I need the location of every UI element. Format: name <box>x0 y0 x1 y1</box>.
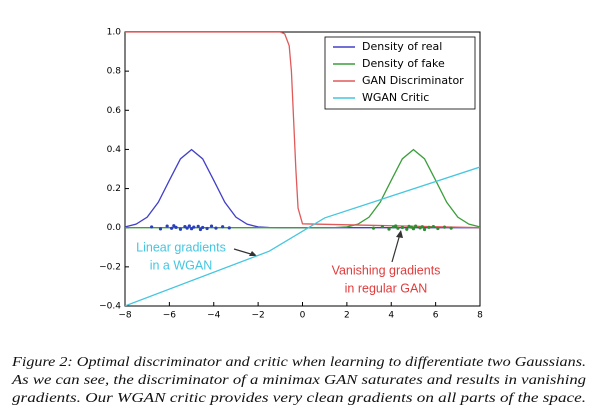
sample-point <box>158 227 163 231</box>
x-tick-label: 0 <box>300 311 306 321</box>
legend-label: GAN Discriminator <box>362 74 464 87</box>
annotation: in a WGAN <box>150 258 213 272</box>
sample-point <box>183 224 187 229</box>
sample-point <box>189 227 194 231</box>
x-tick-label: −2 <box>251 311 264 321</box>
x-tick-label: 8 <box>477 311 483 321</box>
annotation: Vanishing gradients <box>332 263 441 277</box>
legend-box <box>324 36 476 110</box>
sample-point <box>396 226 400 230</box>
sample-point <box>201 225 205 230</box>
sample-point <box>409 225 413 229</box>
caption-line: gradients. Our WGAN critic provides very… <box>12 390 586 405</box>
sample-point <box>422 227 427 232</box>
y-tick-label: 1.0 <box>107 28 122 38</box>
sample-point <box>400 225 404 230</box>
sample-point <box>387 227 391 231</box>
series-line <box>125 166 480 306</box>
annotation-arrows <box>233 230 403 263</box>
x-tick-label: 2 <box>344 311 350 321</box>
sample-point <box>172 224 176 228</box>
sample-point <box>442 225 447 229</box>
sample-point <box>178 227 183 231</box>
y-tick-label: 0.0 <box>107 223 122 233</box>
sample-point <box>394 224 398 228</box>
sample-point <box>414 224 418 228</box>
sample-point <box>420 225 424 229</box>
sample-point <box>169 226 174 230</box>
sample-point <box>405 227 409 231</box>
legend-label: Density of fake <box>362 57 445 70</box>
sample-point <box>165 224 169 228</box>
y-tick-label: 0.8 <box>107 67 122 77</box>
x-tick-label: −8 <box>118 311 132 321</box>
sample-point <box>380 224 384 229</box>
legend-label: Density of real <box>362 40 442 53</box>
sample-point <box>227 226 231 230</box>
annotation: Linear gradients <box>136 240 226 254</box>
sample-point <box>185 226 189 230</box>
annotation: in regular GAN <box>345 281 428 295</box>
sample-point <box>221 225 225 229</box>
sample-point <box>449 226 453 230</box>
arrow <box>391 233 401 263</box>
sample-point <box>205 226 209 231</box>
sample-point <box>187 224 191 228</box>
sample-point <box>427 225 431 229</box>
sample-point <box>431 224 436 229</box>
sample-point <box>371 226 376 230</box>
y-tick-label: 0.4 <box>107 145 122 155</box>
x-tick-label: −6 <box>163 311 177 321</box>
sample-point <box>150 225 154 229</box>
sample-point <box>174 225 178 229</box>
arrow-head <box>396 230 403 238</box>
caption-line: Figure 2: Optimal discriminator and crit… <box>11 354 586 369</box>
arrow-head <box>249 251 257 256</box>
x-tick-label: 4 <box>388 311 394 321</box>
sample-point <box>192 225 196 229</box>
y-tick-label: −0.2 <box>99 262 121 272</box>
sample-point <box>196 224 200 228</box>
sample-point <box>214 226 218 230</box>
y-tick-label: 0.2 <box>107 184 121 194</box>
series-line <box>125 32 480 229</box>
y-tick-label: −0.4 <box>99 302 121 312</box>
sample-point <box>411 227 416 231</box>
legend-label: WGAN Critic <box>362 91 429 104</box>
sample-point <box>209 224 214 228</box>
caption-line: As we can see, the discriminator of a mi… <box>11 372 587 387</box>
y-tick-label: 0.6 <box>107 106 122 116</box>
x-tick-label: 6 <box>433 311 439 321</box>
sample-point <box>436 226 440 231</box>
x-tick-label: −4 <box>207 311 221 321</box>
sample-point <box>198 227 203 232</box>
